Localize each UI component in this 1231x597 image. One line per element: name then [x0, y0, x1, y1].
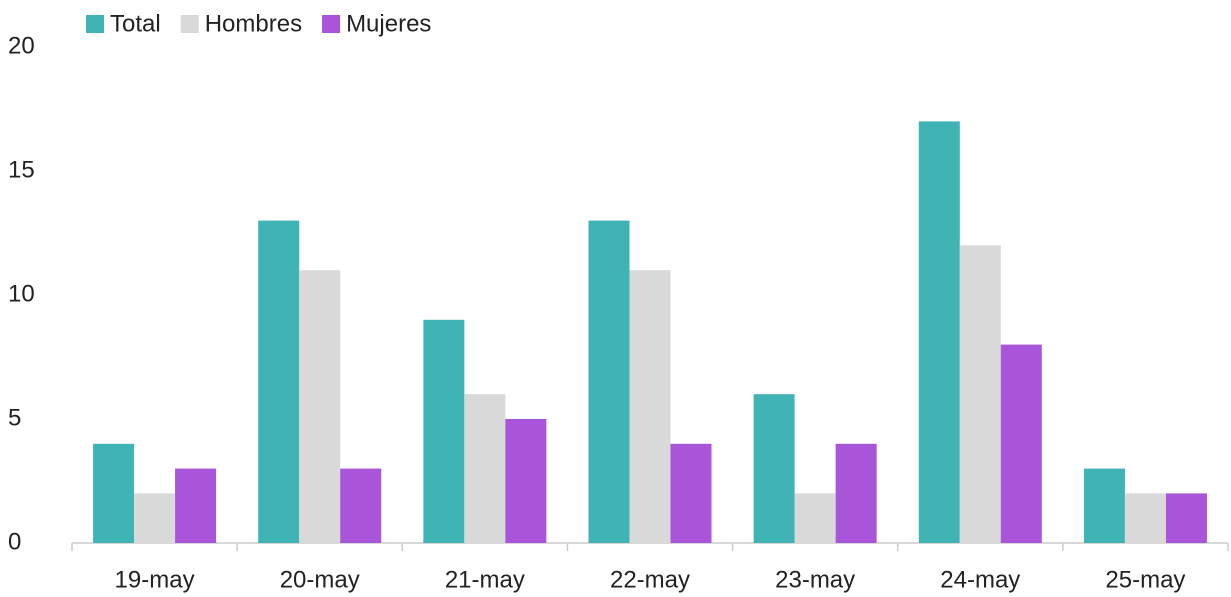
x-tick-label: 21-may [445, 566, 525, 593]
y-tick-label: 10 [8, 280, 35, 307]
legend-swatch [86, 15, 104, 33]
legend-label: Hombres [205, 10, 302, 37]
x-tick-label: 24-may [940, 566, 1020, 593]
bar [588, 220, 630, 543]
bar [1083, 468, 1125, 543]
legend-label: Mujeres [346, 10, 431, 37]
bar [918, 121, 960, 544]
bar [1124, 493, 1166, 543]
legend-swatch [322, 15, 341, 33]
x-tick-label: 20-may [280, 566, 360, 593]
bar [1000, 344, 1042, 543]
x-tick-label: 22-may [610, 566, 690, 593]
x-tick-label: 19-may [115, 566, 195, 593]
bar [835, 443, 877, 543]
bar [959, 245, 1001, 543]
bar [134, 493, 176, 543]
bar [464, 394, 506, 543]
bar [1165, 493, 1207, 543]
bar [340, 468, 382, 543]
legend-swatch [180, 15, 199, 33]
bar [258, 220, 300, 543]
y-tick-label: 5 [8, 404, 21, 431]
bar [505, 419, 547, 543]
bar [93, 443, 135, 543]
bar [423, 319, 465, 543]
bar [670, 443, 712, 543]
bar [175, 468, 217, 543]
bar [299, 270, 341, 543]
x-tick-label: 25-may [1105, 566, 1185, 593]
y-tick-label: 20 [8, 32, 35, 59]
legend-label: Total [110, 10, 161, 37]
x-tick-label: 23-may [775, 566, 855, 593]
y-tick-label: 0 [8, 528, 21, 555]
bar [794, 493, 836, 543]
bar [753, 394, 795, 543]
bar [629, 270, 671, 543]
y-tick-label: 15 [8, 156, 35, 183]
